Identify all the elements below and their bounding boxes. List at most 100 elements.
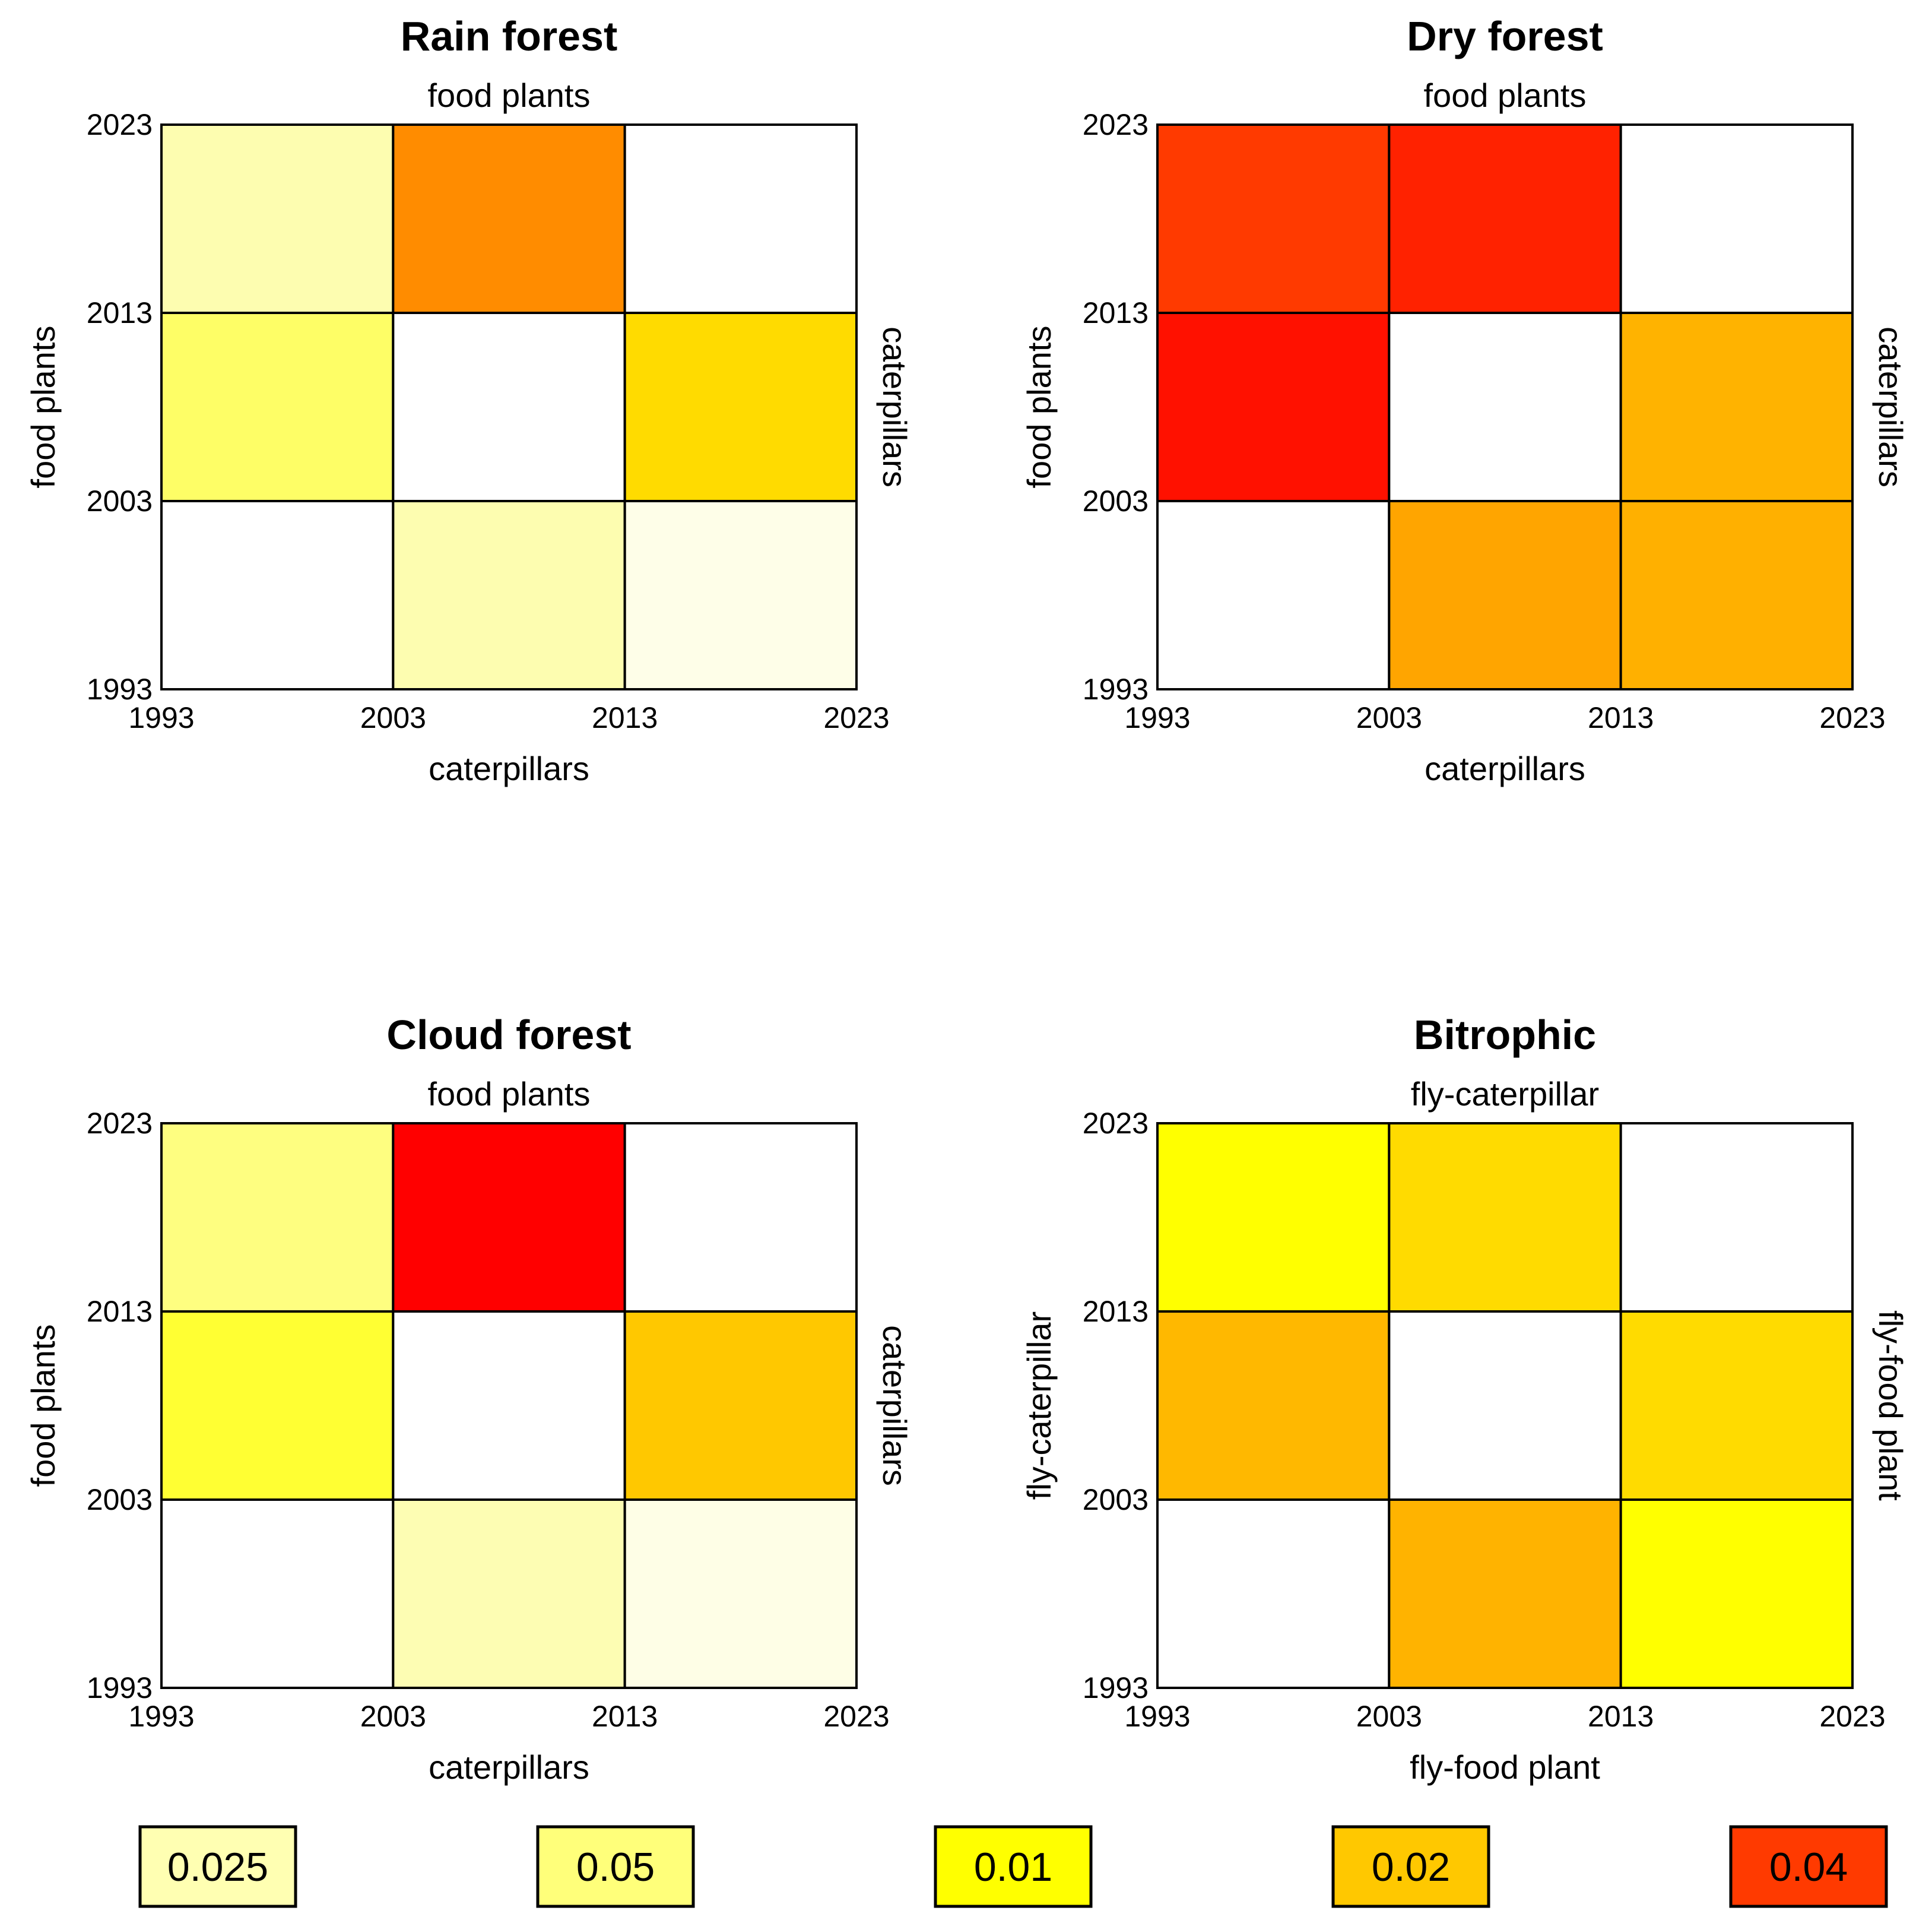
heatmap-cell	[160, 1498, 395, 1689]
x-tick-label: 2003	[360, 701, 426, 734]
heatmap-cell	[392, 312, 626, 502]
heatmap-cell	[623, 123, 858, 314]
x-tick-label: 1993	[128, 1700, 194, 1733]
y-tick-label: 2003	[1083, 484, 1149, 518]
y-tick-label: 1993	[1083, 673, 1149, 706]
heatmap-cell	[1388, 123, 1622, 314]
x-tick-label: 2013	[1588, 1700, 1654, 1733]
legend-swatch	[934, 1825, 1093, 1908]
y-axis-label-left: food plants	[1020, 326, 1058, 489]
heatmap-cell	[160, 1310, 395, 1501]
x-tick-label: 2003	[1356, 1700, 1422, 1733]
x-tick-label: 2023	[823, 701, 889, 734]
y-tick-label: 2013	[1083, 296, 1149, 329]
heatmap-cell	[1619, 1122, 1854, 1313]
color-legend: 0.025 0.05 0.01 0.02 0.04	[138, 1825, 1888, 1908]
heatmap-cell	[1619, 123, 1854, 314]
heatmap-cell	[1156, 500, 1391, 690]
legend-swatch	[1331, 1825, 1490, 1908]
x-tick-label: 1993	[128, 701, 194, 734]
x-axis-label: fly-food plant	[1410, 1748, 1600, 1786]
heatmap-cell	[392, 500, 626, 690]
y-tick-label: 2023	[1083, 1107, 1149, 1140]
heatmap-cell	[623, 1498, 858, 1689]
top-axis-label: food plants	[1424, 77, 1587, 114]
legend-swatch	[138, 1825, 297, 1908]
y-tick-label: 2013	[87, 296, 153, 329]
heatmap-cell	[1619, 500, 1854, 690]
panel-title: Cloud forest	[386, 1012, 631, 1058]
y-tick-label: 1993	[87, 673, 153, 706]
y-axis-label-left: food plants	[24, 1325, 62, 1487]
x-tick-label: 2013	[592, 1700, 658, 1733]
panel-cloud-forest: Cloud forest food plants 1993 2003 2013 2023 1…	[24, 1012, 913, 1786]
heatmap-cell	[1388, 500, 1622, 690]
y-tick-label: 1993	[1083, 1671, 1149, 1704]
x-tick-label: 1993	[1124, 701, 1190, 734]
y-tick-label: 2003	[87, 484, 153, 518]
heatmap-cell	[623, 312, 858, 502]
x-tick-label: 2013	[1588, 701, 1654, 734]
legend-label: 0.025	[167, 1845, 268, 1890]
top-axis-label: fly-caterpillar	[1411, 1075, 1599, 1113]
y-tick-label: 2013	[1083, 1295, 1149, 1328]
heatmap-cell	[160, 123, 395, 314]
y-axis-label-right: caterpillars	[1872, 327, 1909, 487]
panel-title: Rain forest	[401, 13, 618, 59]
heatmap-cell	[623, 1310, 858, 1501]
x-tick-label: 2003	[360, 1700, 426, 1733]
heatmap-cell	[623, 1122, 858, 1313]
y-axis-label-right: caterpillars	[876, 327, 913, 487]
x-tick-label: 2003	[1356, 701, 1422, 734]
panel-dry-forest: Dry forest food plants 1993 2003 2013 2023 199…	[1020, 13, 1909, 787]
y-tick-label: 2023	[87, 1107, 153, 1140]
heatmap-cell	[1388, 1498, 1622, 1689]
plot-frame	[1156, 1122, 1854, 1689]
legend-swatch	[536, 1825, 695, 1908]
y-tick-label: 2013	[87, 1295, 153, 1328]
legend-label: 0.05	[576, 1845, 655, 1890]
x-axis-label: caterpillars	[429, 1748, 589, 1786]
heatmap-cell	[1156, 1122, 1391, 1313]
heatmap-cell	[1619, 1310, 1854, 1501]
heatmap-cell	[1619, 312, 1854, 502]
heatmap-cell	[1156, 1310, 1391, 1501]
heatmap-cell	[160, 500, 395, 690]
plot-frame	[160, 123, 858, 690]
heatmap-cell	[392, 1498, 626, 1689]
y-axis-label-left: food plants	[24, 326, 62, 489]
heatmap-cell	[1156, 1498, 1391, 1689]
top-axis-label: food plants	[428, 77, 591, 114]
top-axis-label: food plants	[428, 1075, 591, 1113]
heatmap-cell	[160, 1122, 395, 1313]
heatmap-cell	[623, 500, 858, 690]
legend-label: 0.04	[1769, 1845, 1848, 1890]
heatmap-cell	[1156, 312, 1391, 502]
y-tick-label: 1993	[87, 1671, 153, 1704]
y-axis-label-left: fly-caterpillar	[1020, 1311, 1058, 1500]
plot-frame	[160, 1122, 858, 1689]
x-tick-label: 1993	[1124, 1700, 1190, 1733]
heatmap-cell	[392, 1310, 626, 1501]
x-tick-label: 2023	[1819, 701, 1885, 734]
y-axis-label-right: caterpillars	[876, 1325, 913, 1486]
y-tick-label: 2003	[1083, 1483, 1149, 1516]
x-tick-label: 2013	[592, 701, 658, 734]
legend-label: 0.01	[974, 1845, 1052, 1890]
y-axis-label-right: fly-food plant	[1872, 1310, 1909, 1501]
x-tick-label: 2023	[823, 1700, 889, 1733]
heatmap-cell	[1388, 312, 1622, 502]
panel-rain-forest: Rain forest food plants 1993 2003 2013 2023 19…	[24, 13, 913, 787]
panel-title: Dry forest	[1407, 13, 1603, 59]
panel-bitrophic: Bitrophic fly-caterpillar 1993 2003 2013 2023…	[1020, 1012, 1909, 1786]
heatmap-cell	[1619, 1498, 1854, 1689]
y-tick-label: 2023	[1083, 108, 1149, 141]
legend-swatch	[1729, 1825, 1888, 1908]
y-tick-label: 2003	[87, 1483, 153, 1516]
x-axis-label: caterpillars	[1425, 750, 1585, 787]
heatmap-cell	[1388, 1310, 1622, 1501]
panel-title: Bitrophic	[1414, 1012, 1596, 1058]
x-axis-label: caterpillars	[429, 750, 589, 787]
plot-frame	[1156, 123, 1854, 690]
